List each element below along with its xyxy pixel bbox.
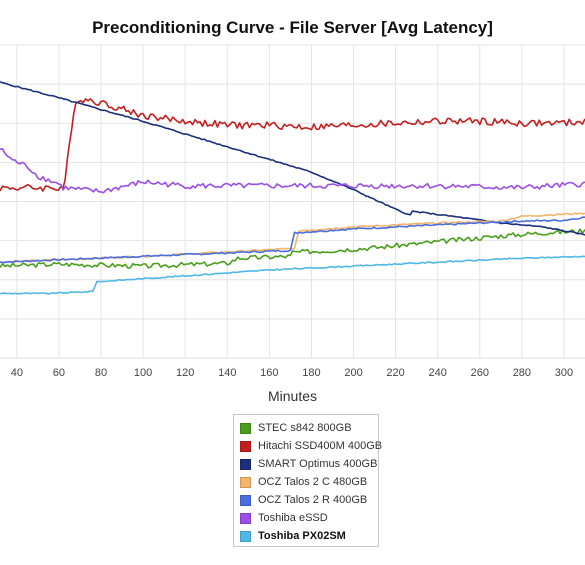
legend-item[interactable]: OCZ Talos 2 R 400GB — [240, 491, 372, 509]
x-tick-label: 140 — [218, 367, 236, 379]
legend-item[interactable]: OCZ Talos 2 C 480GB — [240, 473, 372, 491]
legend-swatch — [240, 512, 251, 524]
x-tick-label: 300 — [555, 367, 573, 379]
gridlines — [0, 44, 585, 359]
x-tick-label: 180 — [302, 367, 320, 379]
legend-label: Hitachi SSD400M 400GB — [258, 440, 383, 452]
series-line-7 — [0, 255, 585, 295]
series-line-1 — [0, 228, 585, 269]
legend-label: SMART Optimus 400GB — [258, 458, 378, 470]
x-tick-label: 260 — [471, 367, 489, 379]
legend-swatch — [240, 494, 251, 506]
x-tick-label: 200 — [344, 367, 362, 379]
series-lines — [0, 80, 585, 295]
x-tick-label: 60 — [53, 367, 65, 379]
legend-item[interactable]: Toshiba eSSD — [240, 509, 372, 527]
legend-item[interactable]: SMART Optimus 400GB — [240, 455, 377, 473]
chart-title: Preconditioning Curve - File Server [Avg… — [92, 18, 493, 37]
legend-label: Toshiba eSSD — [258, 512, 328, 524]
legend: STEC s842 800GB Hitachi SSD400M 400GB SMAR… — [233, 414, 382, 547]
legend-item[interactable]: STEC s842 800GB — [240, 419, 372, 437]
x-tick-label: 120 — [176, 367, 194, 379]
series-line-6 — [0, 148, 585, 194]
legend-item[interactable]: Hitachi SSD400M 400GB — [240, 437, 382, 455]
legend-label: Toshiba PX02SM — [258, 530, 346, 542]
legend-swatch — [240, 458, 251, 470]
x-tick-label: 160 — [260, 367, 278, 379]
x-tick-label: 240 — [429, 367, 447, 379]
x-tick-label: 100 — [134, 367, 152, 379]
x-tick-label: 80 — [95, 367, 107, 379]
x-tick-label: 220 — [386, 367, 404, 379]
legend-label: OCZ Talos 2 R 400GB — [258, 494, 368, 506]
series-line-3 — [0, 80, 585, 236]
series-line-5 — [0, 216, 585, 264]
x-tick-labels: 40 60 80 100 120 140 160 180 200 220 240 260 280 300 — [11, 367, 573, 379]
x-tick-label: 280 — [513, 367, 531, 379]
x-axis-label: Minutes — [267, 388, 318, 404]
x-tick-label: 40 — [11, 367, 23, 379]
legend-item[interactable]: Toshiba PX02SM — [240, 527, 372, 545]
legend-label: OCZ Talos 2 C 480GB — [258, 476, 368, 488]
series-line-2 — [0, 98, 585, 192]
legend-label: STEC s842 800GB — [258, 422, 352, 434]
legend-swatch — [240, 476, 251, 488]
legend-swatch — [240, 422, 251, 434]
legend-swatch — [240, 530, 251, 542]
legend-swatch — [240, 440, 251, 452]
